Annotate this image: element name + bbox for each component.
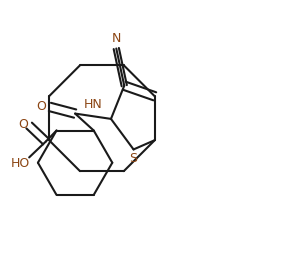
- Text: O: O: [36, 100, 46, 113]
- Text: HN: HN: [84, 98, 102, 111]
- Text: N: N: [111, 32, 121, 45]
- Text: S: S: [129, 152, 137, 165]
- Text: HO: HO: [10, 157, 30, 170]
- Text: O: O: [18, 118, 28, 131]
